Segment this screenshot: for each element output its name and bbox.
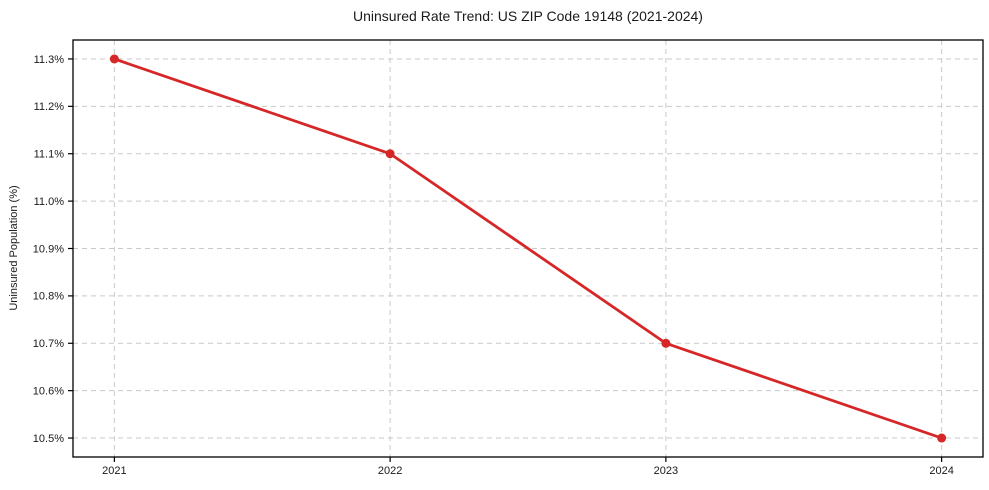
y-tick-label: 11.2% — [34, 101, 65, 113]
data-point-2024 — [937, 433, 947, 443]
y-tick-label: 10.8% — [33, 291, 64, 303]
data-point-2021 — [109, 54, 119, 64]
trend-line — [112, 57, 944, 440]
chart-title: Uninsured Rate Trend: US ZIP Code 19148 … — [353, 8, 703, 24]
y-tick-label: 10.5% — [33, 433, 64, 445]
y-tick-label: 11.3% — [34, 54, 65, 66]
y-tick-label: 11.1% — [34, 149, 65, 161]
y-tick-label: 10.9% — [33, 243, 64, 255]
data-point-2023 — [661, 338, 671, 348]
y-tick-label: 10.6% — [33, 385, 64, 397]
y-tick-label: 11.0% — [34, 196, 65, 208]
y-tick-label: 10.7% — [33, 338, 64, 350]
x-tick-label: 2024 — [929, 465, 953, 477]
x-tick-label: 2022 — [378, 465, 402, 477]
data-point-2022 — [385, 149, 395, 159]
x-tick-label: 2023 — [654, 465, 678, 477]
x-tick-label: 2021 — [102, 465, 126, 477]
